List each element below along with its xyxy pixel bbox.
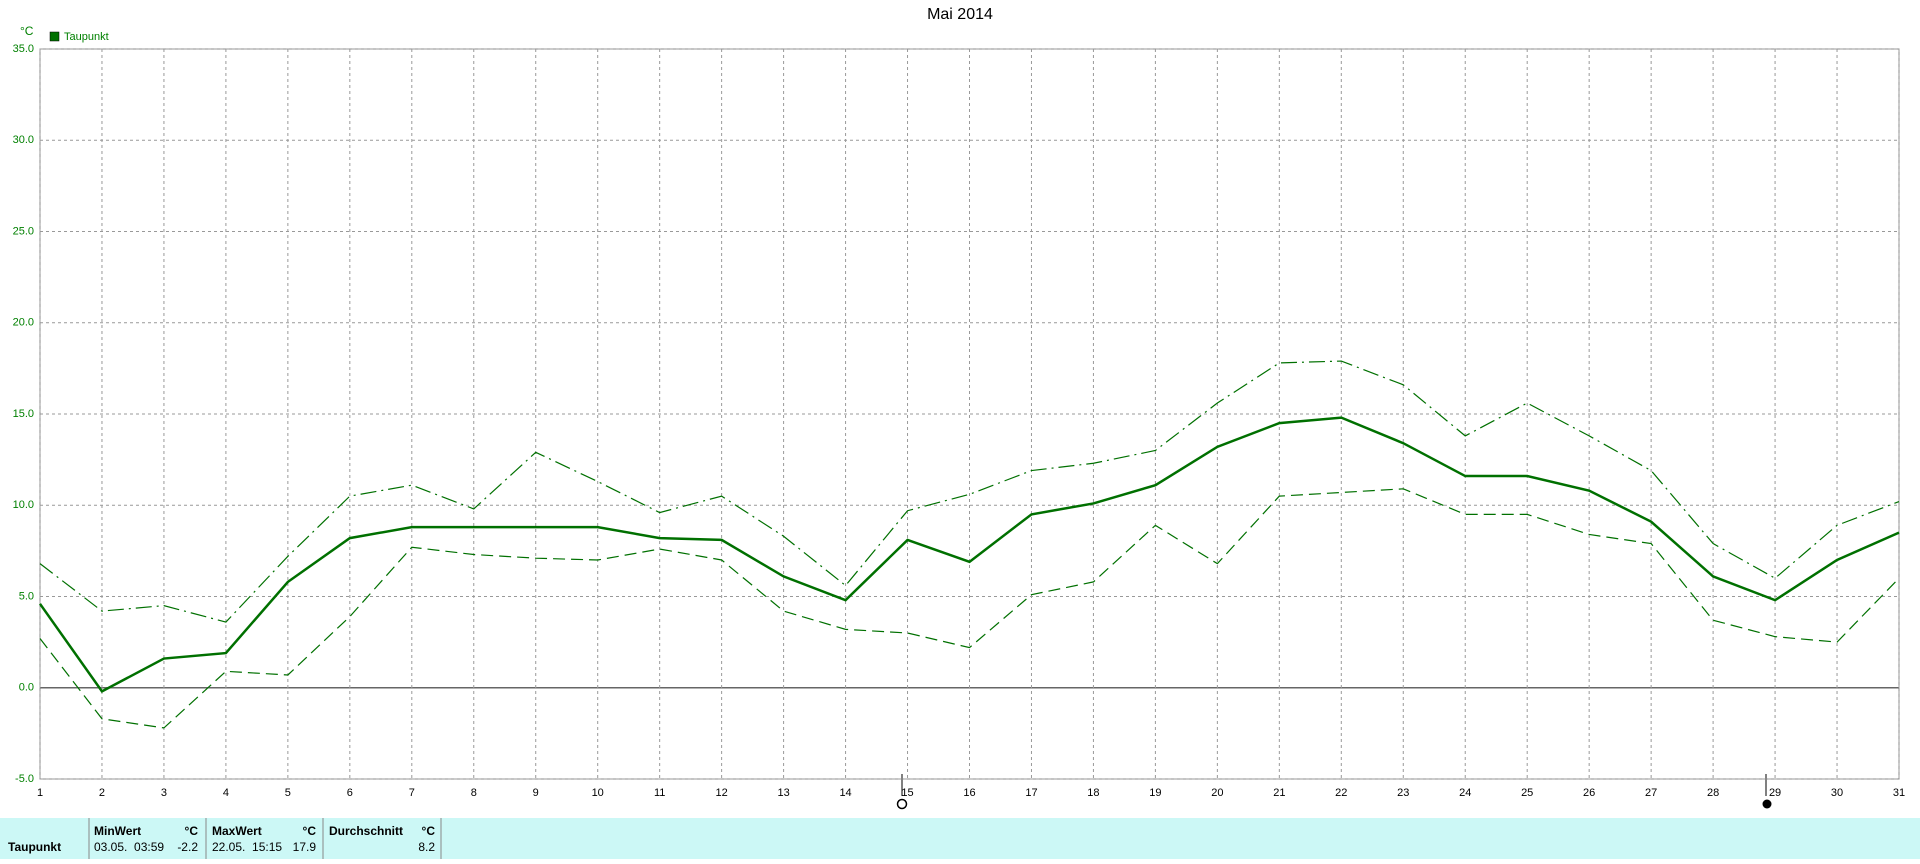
unit: °C xyxy=(422,824,436,838)
x-tick-label: 12 xyxy=(716,787,728,799)
x-tick-label: 1 xyxy=(37,787,43,799)
data-line xyxy=(39,360,1900,623)
value: 8.2 xyxy=(418,840,435,854)
x-tick-label: 28 xyxy=(1707,787,1719,799)
x-tick-label: 8 xyxy=(471,787,477,799)
header: Durchschnitt xyxy=(329,824,403,838)
legend-label: Taupunkt xyxy=(64,31,109,43)
x-tick-label: 31 xyxy=(1893,787,1905,799)
legend-swatch xyxy=(49,31,60,42)
x-tick-label: 5 xyxy=(285,787,291,799)
value: 17.9 xyxy=(293,840,317,854)
x-tick-label: 22 xyxy=(1335,787,1347,799)
markers xyxy=(896,774,1772,810)
x-tick-label: 13 xyxy=(777,787,789,799)
x-tick-label: 6 xyxy=(347,787,353,799)
y-tick-label: 0.0 xyxy=(19,682,34,694)
unit: °C xyxy=(185,824,199,838)
x-tick-label: 23 xyxy=(1397,787,1409,799)
x-tick-label: 9 xyxy=(533,787,539,799)
y-unit: °C xyxy=(20,24,34,38)
x-tick-label: 27 xyxy=(1645,787,1657,799)
data-line xyxy=(39,488,1900,729)
unit: °C xyxy=(303,824,317,838)
x-tick-label: 29 xyxy=(1769,787,1781,799)
x-tick-label: 7 xyxy=(409,787,415,799)
x-tick-label: 19 xyxy=(1149,787,1161,799)
x-tick-label: 20 xyxy=(1211,787,1223,799)
x-tick-label: 16 xyxy=(963,787,975,799)
y-tick-label: 5.0 xyxy=(19,590,34,602)
y-tick-label: -5.0 xyxy=(15,773,34,785)
x-tick-label: 30 xyxy=(1831,787,1843,799)
x-tick-label: 26 xyxy=(1583,787,1595,799)
x-tick-label: 18 xyxy=(1087,787,1099,799)
x-tick-label: 2 xyxy=(99,787,105,799)
time: 03.05. 03:59 xyxy=(94,840,164,854)
y-tick-label: 30.0 xyxy=(13,134,34,146)
chart-title: Mai 2014 xyxy=(927,6,993,23)
y-tick-label: 35.0 xyxy=(13,43,34,55)
x-tick-label: 14 xyxy=(839,787,851,799)
x-tick-label: 17 xyxy=(1025,787,1037,799)
x-tick-label: 3 xyxy=(161,787,167,799)
y-tick-label: 25.0 xyxy=(13,225,34,237)
y-tick-label: 15.0 xyxy=(13,408,34,420)
row-label: Taupunkt xyxy=(8,840,61,854)
x-tick-label: 15 xyxy=(901,787,913,799)
x-tick-label: 10 xyxy=(592,787,604,799)
data-line xyxy=(38,416,1900,694)
x-tick-label: 24 xyxy=(1459,787,1471,799)
x-tick-label: 25 xyxy=(1521,787,1533,799)
summary-separators xyxy=(88,818,442,859)
value: -2.2 xyxy=(177,840,198,854)
header: MaxWert xyxy=(212,824,262,838)
header: MinWert xyxy=(94,824,141,838)
x-tick-label: 21 xyxy=(1273,787,1285,799)
y-tick-label: 20.0 xyxy=(13,317,34,329)
summary-band xyxy=(0,818,1920,859)
time: 22.05. 15:15 xyxy=(212,840,282,854)
y-tick-label: 10.0 xyxy=(13,499,34,511)
x-tick-label: 4 xyxy=(223,787,229,799)
x-tick-label: 11 xyxy=(654,787,665,799)
